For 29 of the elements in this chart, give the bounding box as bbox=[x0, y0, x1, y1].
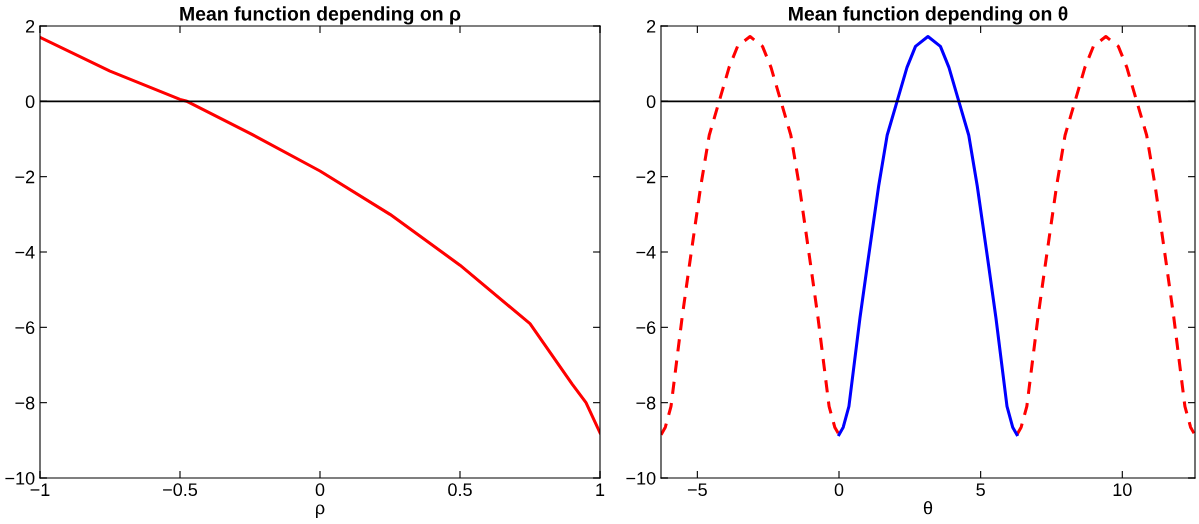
x-tick-label: −1 bbox=[30, 483, 50, 496]
y-tick-label: −6 bbox=[636, 321, 656, 335]
x-tick-label: −0.5 bbox=[163, 483, 198, 497]
y-tick-label: −2 bbox=[15, 170, 35, 184]
x-axis-title: ρ bbox=[316, 504, 325, 518]
y-tick-label: −4 bbox=[636, 246, 656, 259]
chart-title: Mean function depending on ρ bbox=[180, 6, 461, 25]
line-series bbox=[837, 35, 1019, 437]
x-tick-label: 1 bbox=[596, 483, 605, 496]
y-tick-label: −4 bbox=[15, 246, 35, 259]
x-tick-label: 10 bbox=[1113, 483, 1132, 497]
x-tick-label: −5 bbox=[687, 483, 707, 497]
x-axis-title: θ bbox=[923, 501, 933, 515]
y-tick-label: −8 bbox=[636, 396, 656, 410]
x-tick-label: 0 bbox=[834, 483, 844, 497]
y-tick-label: 2 bbox=[26, 19, 35, 33]
x-tick-label: 0 bbox=[315, 483, 325, 497]
y-tick-label: 0 bbox=[25, 95, 35, 109]
chart-title: Mean function depending on θ bbox=[789, 6, 1068, 25]
y-tick-label: −8 bbox=[15, 396, 35, 410]
y-tick-label: −6 bbox=[15, 321, 35, 335]
y-tick-label: −10 bbox=[626, 471, 656, 485]
y-tick-label: −2 bbox=[636, 170, 656, 184]
y-tick-label: 2 bbox=[647, 19, 656, 33]
y-tick-label: 0 bbox=[646, 95, 656, 109]
y-tick-label: −10 bbox=[5, 471, 35, 485]
line-series bbox=[40, 35, 600, 435]
x-tick-label: 5 bbox=[976, 483, 985, 497]
x-tick-label: 0.5 bbox=[448, 483, 472, 497]
